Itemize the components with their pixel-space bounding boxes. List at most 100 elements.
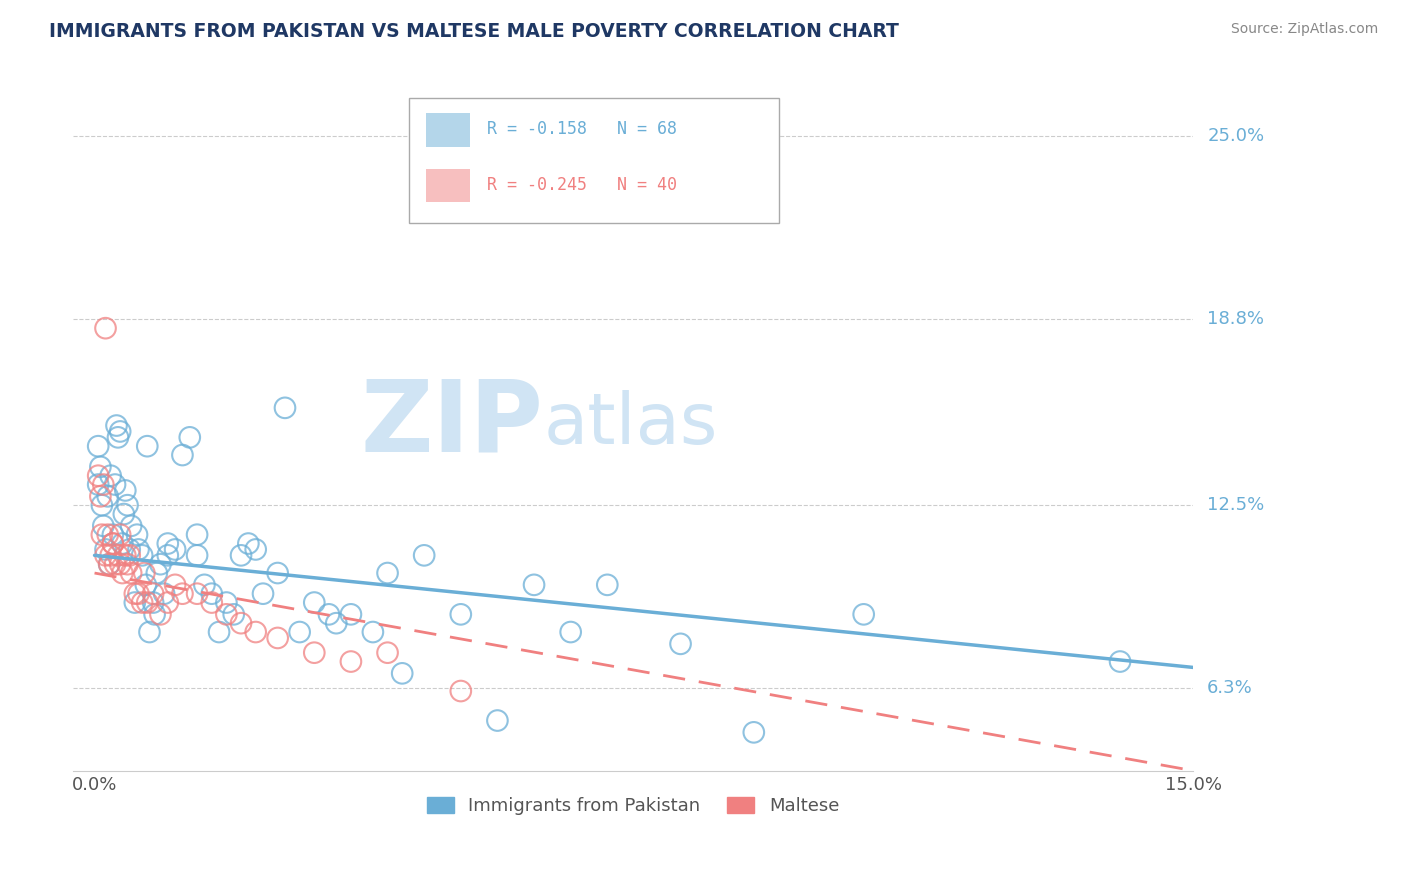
- Point: [852, 607, 875, 622]
- Point: [252, 587, 274, 601]
- Point: [274, 401, 297, 415]
- Point: [94, 549, 117, 563]
- Point: [117, 498, 139, 512]
- Point: [201, 587, 224, 601]
- FancyBboxPatch shape: [426, 169, 471, 202]
- Point: [90, 527, 112, 541]
- Point: [91, 519, 114, 533]
- Text: 25.0%: 25.0%: [1208, 128, 1264, 145]
- Point: [523, 578, 546, 592]
- Point: [127, 587, 149, 601]
- FancyBboxPatch shape: [426, 113, 471, 147]
- Point: [142, 595, 165, 609]
- Point: [266, 631, 288, 645]
- Point: [450, 684, 472, 698]
- Point: [172, 448, 194, 462]
- Point: [450, 607, 472, 622]
- Point: [124, 587, 146, 601]
- Point: [266, 566, 288, 580]
- Point: [186, 587, 208, 601]
- Point: [98, 558, 121, 572]
- Point: [120, 519, 142, 533]
- Point: [165, 542, 187, 557]
- Point: [118, 549, 141, 563]
- Point: [186, 527, 208, 541]
- Point: [391, 666, 413, 681]
- Text: IMMIGRANTS FROM PAKISTAN VS MALTESE MALE POVERTY CORRELATION CHART: IMMIGRANTS FROM PAKISTAN VS MALTESE MALE…: [49, 22, 898, 41]
- Point: [104, 558, 127, 572]
- Point: [153, 587, 176, 601]
- Point: [377, 566, 399, 580]
- Point: [101, 527, 124, 541]
- Point: [186, 549, 208, 563]
- Point: [120, 566, 142, 580]
- Point: [100, 468, 122, 483]
- Legend: Immigrants from Pakistan, Maltese: Immigrants from Pakistan, Maltese: [418, 788, 848, 824]
- Text: R = -0.245   N = 40: R = -0.245 N = 40: [488, 176, 678, 194]
- Point: [111, 536, 134, 550]
- Point: [118, 542, 141, 557]
- Point: [245, 542, 267, 557]
- Point: [127, 542, 149, 557]
- Point: [215, 595, 238, 609]
- Point: [304, 646, 326, 660]
- Point: [222, 607, 245, 622]
- Point: [136, 595, 159, 609]
- Point: [669, 637, 692, 651]
- Point: [100, 549, 122, 563]
- Point: [288, 625, 311, 640]
- Point: [215, 607, 238, 622]
- Text: R = -0.158   N = 68: R = -0.158 N = 68: [488, 120, 678, 138]
- Point: [146, 566, 169, 580]
- Text: 6.3%: 6.3%: [1208, 679, 1253, 697]
- Point: [245, 625, 267, 640]
- Point: [179, 430, 201, 444]
- Point: [165, 578, 187, 592]
- Point: [377, 646, 399, 660]
- Point: [89, 459, 111, 474]
- Point: [107, 549, 129, 563]
- Point: [111, 566, 134, 580]
- Point: [136, 439, 159, 453]
- Text: atlas: atlas: [543, 390, 717, 458]
- Point: [208, 625, 231, 640]
- Point: [101, 536, 124, 550]
- Point: [238, 536, 260, 550]
- Point: [87, 439, 110, 453]
- Point: [742, 725, 765, 739]
- Point: [87, 477, 110, 491]
- Point: [97, 489, 120, 503]
- Point: [413, 549, 436, 563]
- Point: [134, 566, 156, 580]
- Point: [229, 616, 252, 631]
- Point: [87, 468, 110, 483]
- Point: [94, 321, 117, 335]
- Point: [135, 578, 157, 592]
- Point: [156, 549, 179, 563]
- Point: [107, 430, 129, 444]
- Text: ZIP: ZIP: [360, 376, 543, 473]
- Point: [108, 425, 131, 439]
- Point: [340, 607, 363, 622]
- Point: [149, 607, 172, 622]
- Point: [108, 527, 131, 541]
- Point: [149, 558, 172, 572]
- Point: [131, 595, 153, 609]
- Point: [1109, 655, 1132, 669]
- Point: [560, 625, 582, 640]
- Point: [105, 418, 128, 433]
- Point: [125, 527, 148, 541]
- Point: [90, 498, 112, 512]
- Point: [124, 595, 146, 609]
- Point: [172, 587, 194, 601]
- Point: [156, 595, 179, 609]
- Point: [101, 536, 124, 550]
- Point: [143, 607, 166, 622]
- Point: [156, 536, 179, 550]
- Point: [596, 578, 619, 592]
- Point: [108, 558, 131, 572]
- Point: [91, 477, 114, 491]
- Point: [112, 507, 135, 521]
- Point: [361, 625, 384, 640]
- Point: [193, 578, 215, 592]
